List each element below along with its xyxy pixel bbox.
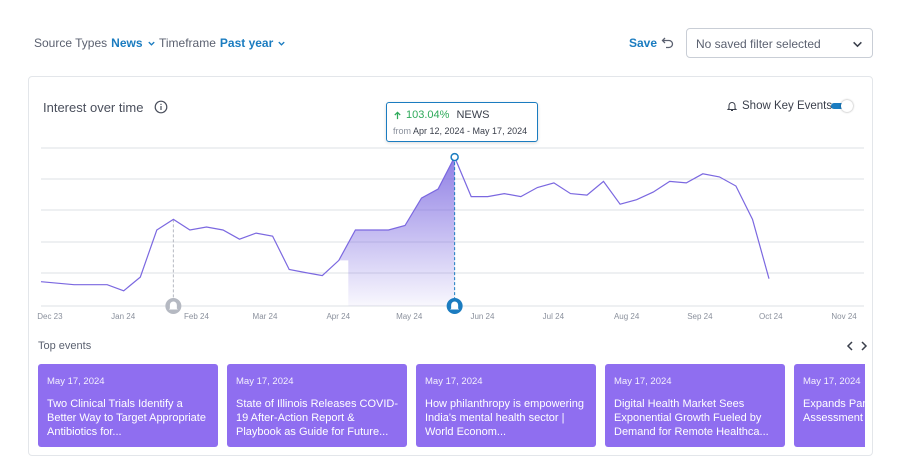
timeframe-filter[interactable]: Timeframe Past year: [159, 36, 286, 50]
x-tick-label: Nov 24: [831, 312, 857, 321]
x-tick-label: Apr 24: [326, 312, 350, 321]
event-card[interactable]: May 17, 2024 Digital Health Market Sees …: [605, 364, 785, 447]
bell-shape: [168, 301, 178, 310]
timeframe-label: Timeframe: [159, 36, 216, 50]
x-tick-label: Dec 23: [37, 312, 63, 321]
event-date: May 17, 2024: [425, 376, 483, 387]
x-tick-label: Aug 24: [614, 312, 640, 321]
top-events-heading: Top events: [38, 340, 92, 352]
arrow-up-icon: [394, 110, 401, 119]
bell-shape: [450, 301, 460, 310]
x-tick-label: May 24: [396, 312, 423, 321]
chart-tooltip: 103.04% NEWS from Apr 12, 2024 - May 17,…: [386, 102, 538, 142]
undo-icon[interactable]: [661, 35, 675, 49]
tooltip-range: Apr 12, 2024 - May 17, 2024: [413, 126, 528, 136]
event-date: May 17, 2024: [803, 376, 861, 387]
tooltip-change: 103.04%: [406, 109, 450, 121]
event-title: How philanthropy is empowering India's m…: [425, 398, 584, 438]
event-card[interactable]: May 17, 2024 State of Illinois Releases …: [227, 364, 407, 447]
source-types-filter[interactable]: Source Types News: [34, 36, 156, 50]
toggle-knob: [841, 100, 853, 112]
tooltip-source: NEWS: [456, 109, 490, 121]
chevron-down-icon: [853, 41, 862, 48]
events-nav: [845, 339, 869, 351]
event-title: Two Clinical Trials Identify a Better Wa…: [47, 398, 206, 438]
saved-filter-select[interactable]: No saved filter selected: [686, 28, 873, 58]
event-card[interactable]: May 17, 2024 Two Clinical Trials Identif…: [38, 364, 218, 447]
event-title: State of Illinois Releases COVID-19 Afte…: [236, 398, 398, 438]
info-icon[interactable]: [154, 100, 168, 114]
x-tick-label: Sep 24: [687, 312, 713, 321]
show-key-events: Show Key Events: [726, 100, 832, 112]
interest-line: [40, 155, 770, 292]
highlight-area: [338, 157, 455, 306]
event-card[interactable]: May 17, 2024 How philanthropy is empower…: [416, 364, 596, 447]
x-tick-label: Jul 24: [543, 312, 565, 321]
x-tick-label: Jun 24: [470, 312, 495, 321]
event-date: May 17, 2024: [236, 376, 294, 387]
x-tick-label: Oct 24: [759, 312, 783, 321]
saved-filter-value: No saved filter selected: [696, 37, 821, 51]
chevron-left-icon[interactable]: [845, 339, 855, 351]
interest-chart: Dec 23 Jan 24 Feb 24 Mar 24 Apr 24 May 24 Jun …: [37, 147, 864, 321]
timeframe-value: Past year: [219, 36, 274, 50]
x-tick-label: Feb 24: [184, 312, 209, 321]
bell-icon: [726, 102, 738, 111]
toggle-track: [831, 103, 849, 109]
card-title: Interest over time: [43, 100, 144, 115]
event-card[interactable]: May 17, 2024 Expands Par Huma: Digita As…: [794, 364, 865, 447]
bell-icon[interactable]: [446, 298, 463, 314]
filter-bar: Source Types News Timeframe Past year Sa…: [0, 0, 900, 76]
events-carousel: May 17, 2024 Two Clinical Trials Identif…: [38, 364, 865, 448]
source-types-value: News: [111, 36, 143, 50]
event-title: Expands Par Huma: Digita Assessment: [803, 398, 865, 424]
event-title: Digital Health Market Sees Exponential G…: [614, 398, 769, 438]
peak-point: [450, 152, 459, 162]
bell-icon[interactable]: [165, 298, 182, 314]
save-button[interactable]: Save: [629, 36, 658, 50]
event-date: May 17, 2024: [47, 376, 105, 387]
tooltip-from-label: from: [393, 126, 411, 136]
chevron-down-icon: [278, 41, 285, 46]
key-events-toggle[interactable]: [831, 100, 853, 112]
x-tick-label: Mar 24: [253, 312, 278, 321]
x-tick-label: Jan 24: [111, 312, 136, 321]
chevron-right-icon[interactable]: [859, 339, 869, 351]
chevron-down-icon: [147, 41, 155, 46]
show-key-events-label: Show Key Events: [742, 100, 833, 112]
interest-over-time-card: Interest over time Show Key Events Dec 2…: [28, 76, 873, 456]
event-date: May 17, 2024: [614, 376, 672, 387]
source-types-label: Source Types: [34, 36, 108, 50]
